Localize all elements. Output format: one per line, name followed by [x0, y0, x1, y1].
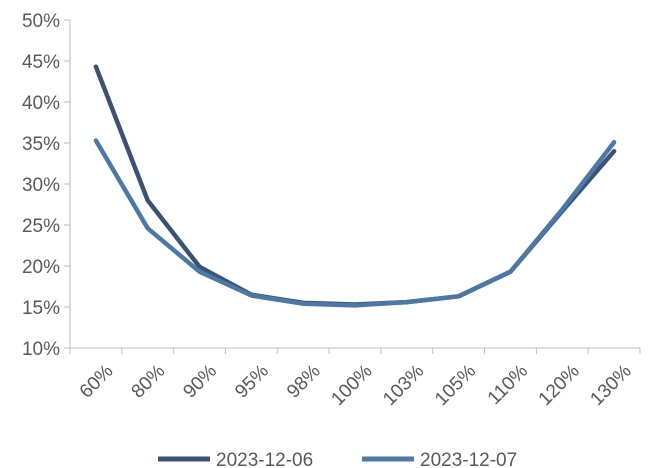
legend: 2023-12-06 2023-12-07: [158, 450, 517, 468]
y-tick-label: 45%: [22, 52, 60, 73]
series-line-2023-12-06: [93, 64, 617, 307]
y-tick-label: 40%: [22, 93, 60, 114]
legend-label: 2023-12-06: [216, 450, 313, 468]
x-tick-label: 60%: [76, 361, 118, 403]
y-tick-label: 25%: [22, 216, 60, 237]
x-tick-label: 120%: [535, 361, 584, 410]
x-tick-label: 105%: [431, 361, 480, 410]
legend-label: 2023-12-07: [420, 450, 517, 468]
x-tick-label: 110%: [484, 361, 532, 409]
y-tick-label: 50%: [22, 11, 60, 32]
x-tick-label: 130%: [586, 361, 635, 410]
series-lines: [93, 64, 617, 308]
x-tick-label: 80%: [128, 361, 170, 403]
y-tick-label: 35%: [22, 134, 60, 155]
x-tick-label: 90%: [179, 361, 221, 403]
y-tick-label: 15%: [22, 298, 60, 319]
x-tick-label: 95%: [231, 361, 273, 403]
y-axis: 10% 15% 20% 25% 30% 35% 40% 45% 50%: [22, 11, 71, 360]
y-tick-label: 20%: [22, 257, 60, 278]
x-axis: 60% 80% 90% 95% 98% 100% 103% 105% 110% 120% 130%: [69, 347, 641, 410]
x-tick-label: 98%: [283, 361, 325, 403]
y-tick-label: 30%: [22, 175, 60, 196]
series-line-2023-12-07: [93, 138, 617, 308]
y-tick-label: 10%: [22, 339, 60, 360]
x-tick-label: 100%: [327, 361, 376, 410]
x-tick-label: 103%: [379, 361, 428, 410]
